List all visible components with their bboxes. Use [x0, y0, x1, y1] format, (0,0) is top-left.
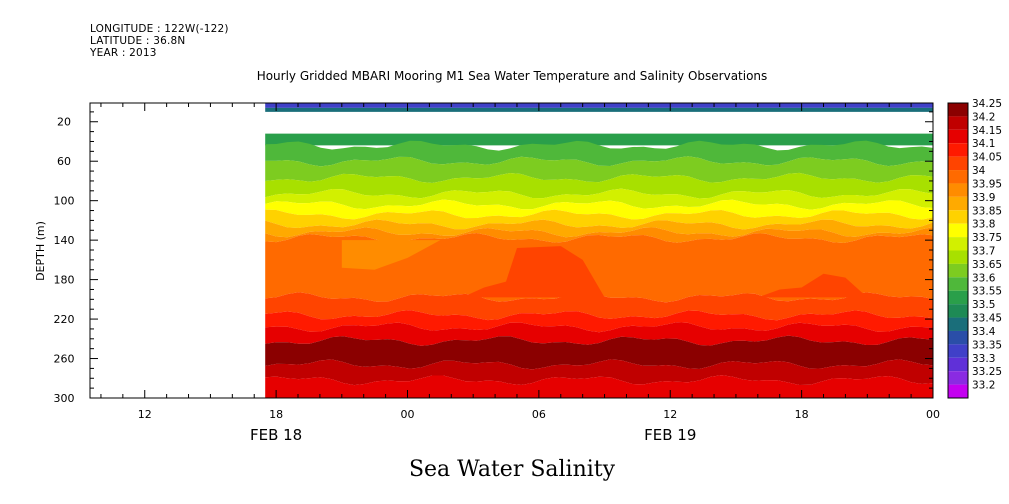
- colorbar-label: 34.05: [972, 152, 1002, 164]
- date-label: FEB 19: [644, 426, 696, 444]
- colorbar-swatch: [948, 116, 968, 130]
- colorbar-label: 33.25: [972, 366, 1002, 378]
- x-tick-label: 06: [532, 408, 546, 421]
- colorbar-swatch: [948, 156, 968, 171]
- colorbar-swatch: [948, 183, 968, 197]
- salinity-band: [265, 292, 933, 321]
- colorbar-label: 33.6: [972, 272, 996, 284]
- x-tick-label: 18: [795, 408, 809, 421]
- salinity-band: [265, 359, 933, 386]
- salinity-band: [265, 156, 933, 183]
- y-tick-label: 20: [57, 116, 71, 129]
- y-tick-label: 100: [54, 195, 75, 208]
- y-tick-label: 140: [54, 234, 75, 247]
- y-tick-label: 260: [54, 353, 75, 366]
- colorbar-swatch: [948, 344, 968, 358]
- colorbar-label: 33.7: [972, 246, 995, 258]
- colorbar-label: 33.45: [972, 313, 1002, 325]
- plot-area: [265, 103, 933, 398]
- colorbar-label: 34.15: [972, 125, 1002, 137]
- colorbar-label: 33.5: [972, 299, 995, 311]
- colorbar-swatch: [948, 250, 968, 264]
- salinity-band: [265, 233, 933, 303]
- colorbar-label: 33.55: [972, 286, 1002, 298]
- colorbar-label: 33.2: [972, 380, 995, 392]
- colorbar-swatch: [948, 317, 968, 331]
- colorbar-swatch: [948, 223, 968, 238]
- axes: 20 60 100 140 180 220 260 300 12 18 00 06 12 18 00 FEB …: [54, 102, 940, 444]
- year-label: YEAR : 2013: [90, 47, 157, 59]
- y-tick-label: 300: [54, 392, 75, 405]
- salinity-band: [265, 209, 933, 230]
- salinity-band: [265, 310, 933, 333]
- colorbar-label: 33.35: [972, 339, 1002, 351]
- colorbar-swatch: [948, 210, 968, 224]
- colorbar-swatch: [948, 357, 968, 372]
- fresher-intrusion: [341, 240, 441, 270]
- y-axis-label: DEPTH (m): [34, 221, 47, 281]
- colorbar-frame: [947, 102, 969, 399]
- y-tick-label: 220: [54, 313, 75, 326]
- colorbar-swatch: [948, 237, 968, 251]
- colorbar-label: 33.75: [972, 232, 1002, 244]
- colorbar-label: 33.95: [972, 178, 1002, 190]
- salinity-band: [265, 188, 933, 210]
- salinity-band: [265, 375, 933, 398]
- colorbar-swatch: [948, 196, 968, 211]
- colorbar-label: 33.8: [972, 219, 995, 231]
- colorbar-label: 34.2: [972, 111, 995, 123]
- colorbar-label: 33.65: [972, 259, 1002, 271]
- salinity-band: [265, 133, 933, 146]
- salinity-band: [265, 199, 933, 220]
- colorbar-swatch: [948, 129, 968, 144]
- salinity-band: [265, 219, 933, 238]
- variable-title: Sea Water Salinity: [409, 457, 616, 482]
- colorbar-label: 33.4: [972, 326, 996, 338]
- salinity-band: [265, 103, 933, 108]
- salty-plume-2: [757, 273, 868, 298]
- latitude-label: LATITUDE : 36.8N: [90, 35, 186, 47]
- longitude-label: LONGITUDE : 122W(-122): [90, 23, 229, 35]
- colorbar-swatch: [948, 384, 968, 398]
- y-tick-label: 60: [57, 155, 71, 168]
- colorbar-swatch: [948, 263, 968, 278]
- colorbar-label: 33.9: [972, 192, 995, 204]
- salty-plume: [462, 246, 605, 298]
- salinity-band: [265, 335, 933, 370]
- colorbar-label: 34: [972, 165, 986, 177]
- x-tick-label: 18: [269, 408, 283, 421]
- colorbar-label: 34.25: [972, 98, 1002, 110]
- colorbar-label: 33.85: [972, 205, 1002, 217]
- date-label: FEB 18: [250, 426, 302, 444]
- x-tick-label: 12: [663, 408, 677, 421]
- colorbar-swatch: [948, 170, 968, 184]
- y-tick-label: 180: [54, 274, 75, 287]
- colorbar-swatch: [948, 290, 968, 305]
- salinity-band: [265, 227, 933, 243]
- colorbar-label: 34.1: [972, 138, 995, 150]
- colorbar-swatch: [948, 371, 968, 385]
- colorbar-swatch: [948, 277, 968, 291]
- colorbar-swatch: [948, 330, 968, 345]
- colorbar-swatch: [948, 304, 968, 318]
- salinity-band: [265, 107, 933, 112]
- colorbar-swatch: [948, 103, 968, 117]
- salinity-band: [265, 172, 933, 199]
- chart-title: Hourly Gridded MBARI Mooring M1 Sea Wate…: [257, 69, 768, 83]
- salinity-band: [265, 322, 933, 346]
- x-tick-label: 00: [400, 408, 414, 421]
- x-tick-label: 12: [138, 408, 152, 421]
- x-tick-label: 00: [926, 408, 940, 421]
- colorbar-label: 33.3: [972, 353, 995, 365]
- salinity-band: [265, 140, 933, 167]
- colorbar-swatch: [948, 143, 968, 157]
